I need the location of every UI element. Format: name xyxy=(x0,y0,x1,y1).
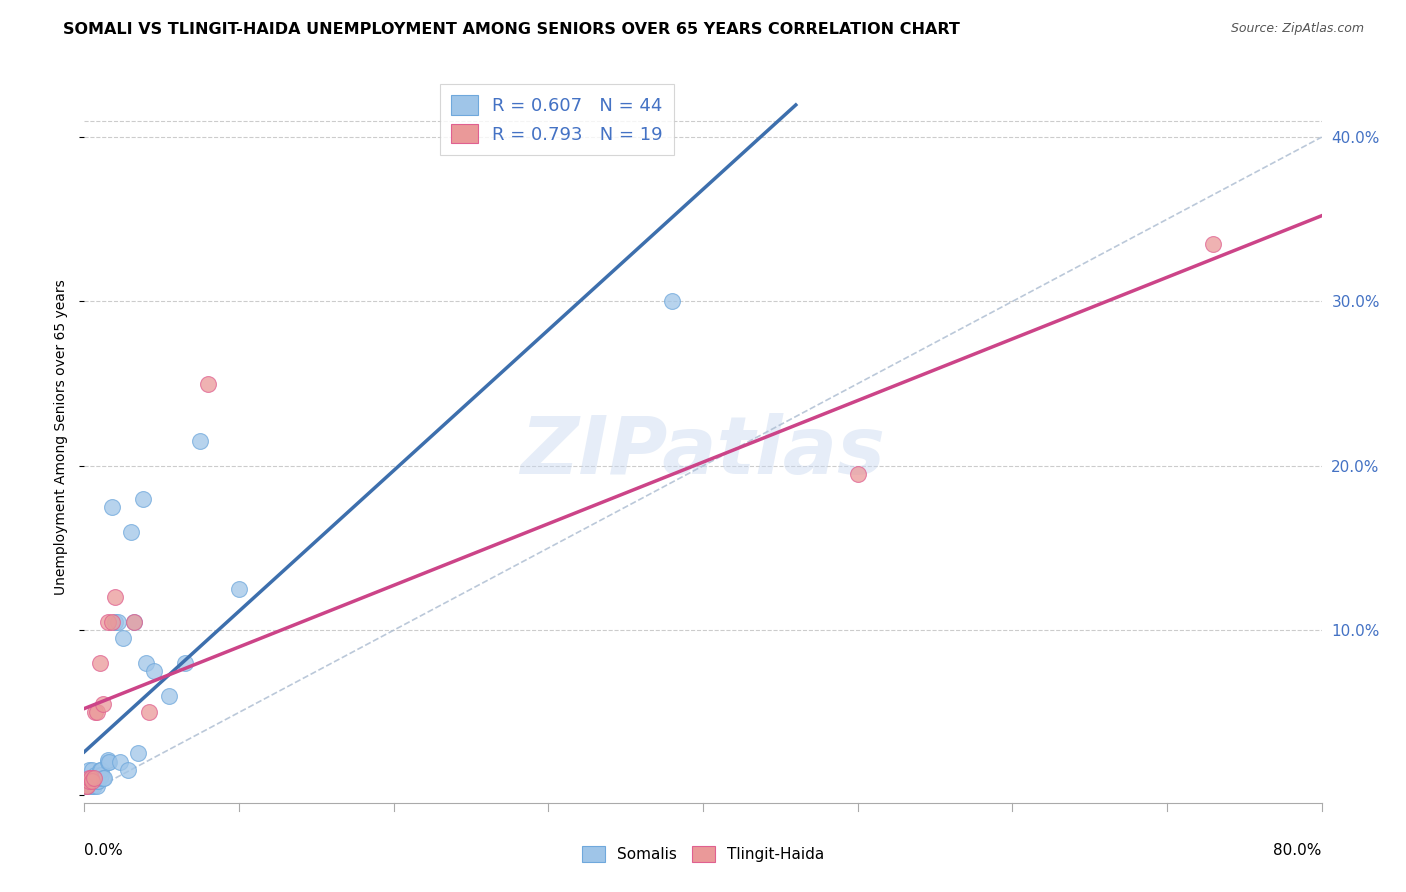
Point xyxy=(846,467,869,481)
Point xyxy=(87,774,110,789)
Point xyxy=(79,771,101,785)
Point xyxy=(143,665,166,679)
Point xyxy=(188,434,211,449)
Point xyxy=(104,615,127,629)
Point xyxy=(77,771,100,785)
Text: ZIPatlas: ZIPatlas xyxy=(520,413,886,491)
Point xyxy=(98,755,121,769)
Point xyxy=(661,294,683,309)
Point xyxy=(84,706,107,720)
Text: SOMALI VS TLINGIT-HAIDA UNEMPLOYMENT AMONG SENIORS OVER 65 YEARS CORRELATION CHA: SOMALI VS TLINGIT-HAIDA UNEMPLOYMENT AMO… xyxy=(63,22,960,37)
Point xyxy=(79,780,101,794)
Point xyxy=(79,774,101,789)
Point xyxy=(90,763,112,777)
Text: 80.0%: 80.0% xyxy=(1274,843,1322,858)
Point xyxy=(101,615,124,629)
Point xyxy=(122,615,145,629)
Point xyxy=(197,376,219,391)
Point xyxy=(86,771,108,785)
Point xyxy=(89,771,111,785)
Point xyxy=(122,615,145,629)
Point xyxy=(132,491,155,506)
Legend: Somalis, Tlingit-Haida: Somalis, Tlingit-Haida xyxy=(575,839,831,868)
Point xyxy=(82,774,104,789)
Point xyxy=(83,780,105,794)
Point xyxy=(101,500,124,514)
Point xyxy=(83,771,105,785)
Point xyxy=(120,524,142,539)
Point xyxy=(89,763,111,777)
Point xyxy=(82,771,104,785)
Point xyxy=(91,771,114,785)
Point xyxy=(108,755,131,769)
Point xyxy=(84,768,107,782)
Point xyxy=(112,632,135,646)
Point xyxy=(93,771,115,785)
Point xyxy=(82,763,104,777)
Text: 0.0%: 0.0% xyxy=(84,843,124,858)
Point xyxy=(104,591,127,605)
Point xyxy=(83,774,105,789)
Point xyxy=(75,780,97,794)
Point xyxy=(107,615,129,629)
Text: Source: ZipAtlas.com: Source: ZipAtlas.com xyxy=(1230,22,1364,36)
Point xyxy=(96,615,118,629)
Point xyxy=(77,774,100,789)
Point xyxy=(77,771,100,785)
Point xyxy=(159,689,180,703)
Point xyxy=(96,753,118,767)
Point xyxy=(86,706,108,720)
Point xyxy=(86,780,108,794)
Point xyxy=(77,763,100,777)
Point xyxy=(87,768,110,782)
Point xyxy=(76,780,98,794)
Point xyxy=(138,706,160,720)
Point xyxy=(76,780,98,794)
Point xyxy=(117,763,139,777)
Y-axis label: Unemployment Among Seniors over 65 years: Unemployment Among Seniors over 65 years xyxy=(55,279,69,595)
Point xyxy=(90,768,112,782)
Point xyxy=(84,771,107,785)
Point xyxy=(127,747,149,761)
Point xyxy=(1202,236,1225,251)
Point xyxy=(75,780,97,794)
Point xyxy=(228,582,250,596)
Point xyxy=(96,755,118,769)
Point xyxy=(91,697,114,711)
Point xyxy=(135,656,157,670)
Point xyxy=(89,656,111,670)
Point xyxy=(82,780,104,794)
Point xyxy=(174,656,197,670)
Point xyxy=(86,774,108,789)
